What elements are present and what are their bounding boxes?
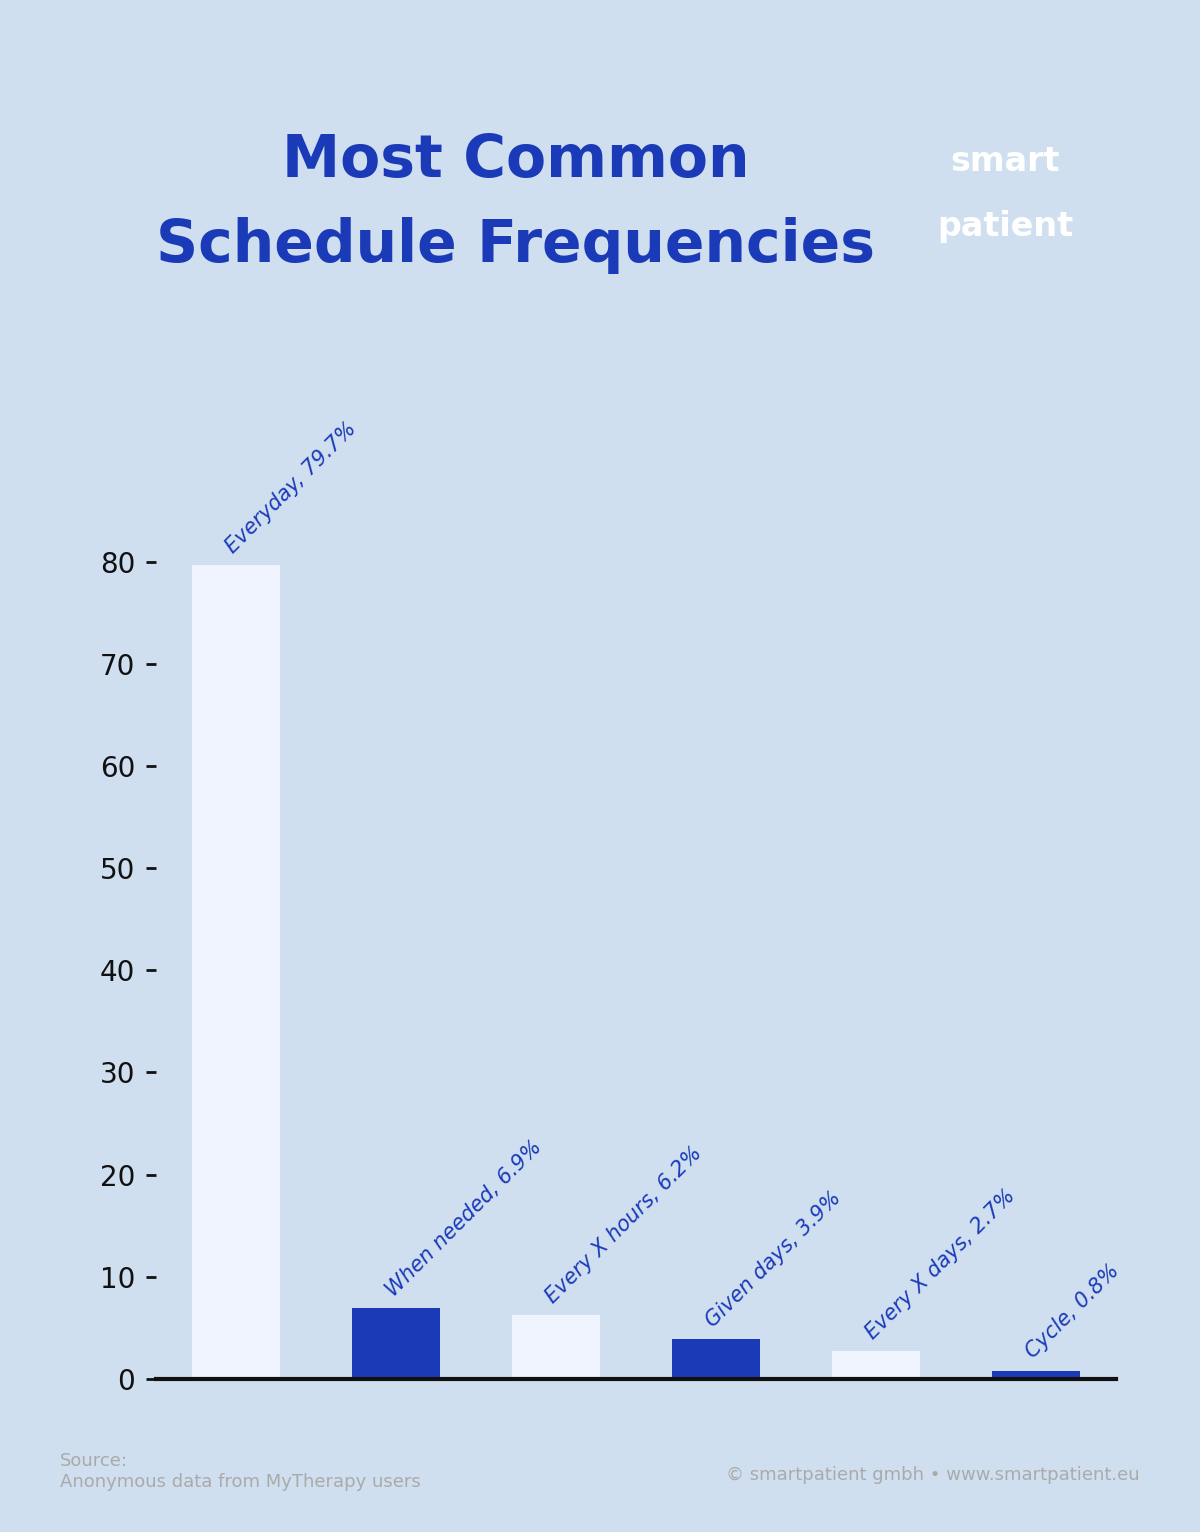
Text: Everyday, 79.7%: Everyday, 79.7% — [222, 418, 360, 556]
Text: Given days, 3.9%: Given days, 3.9% — [702, 1187, 845, 1331]
Text: Source:
Anonymous data from MyTherapy users: Source: Anonymous data from MyTherapy us… — [60, 1452, 421, 1491]
Bar — [512, 1316, 600, 1379]
Bar — [832, 1351, 920, 1379]
Bar — [192, 565, 280, 1379]
Bar — [992, 1371, 1080, 1379]
Text: Every X hours, 6.2%: Every X hours, 6.2% — [542, 1143, 706, 1307]
Text: smart: smart — [950, 144, 1060, 178]
Text: Schedule Frequencies: Schedule Frequencies — [156, 216, 876, 274]
Text: © smartpatient gmbh • www.smartpatient.eu: © smartpatient gmbh • www.smartpatient.e… — [726, 1466, 1140, 1485]
Text: patient: patient — [937, 210, 1073, 244]
Bar — [672, 1339, 760, 1379]
Bar — [352, 1308, 440, 1379]
Text: Every X days, 2.7%: Every X days, 2.7% — [862, 1186, 1019, 1344]
Text: When needed, 6.9%: When needed, 6.9% — [382, 1137, 545, 1301]
Text: Most Common: Most Common — [282, 132, 750, 190]
Text: Cycle, 0.8%: Cycle, 0.8% — [1022, 1261, 1123, 1362]
